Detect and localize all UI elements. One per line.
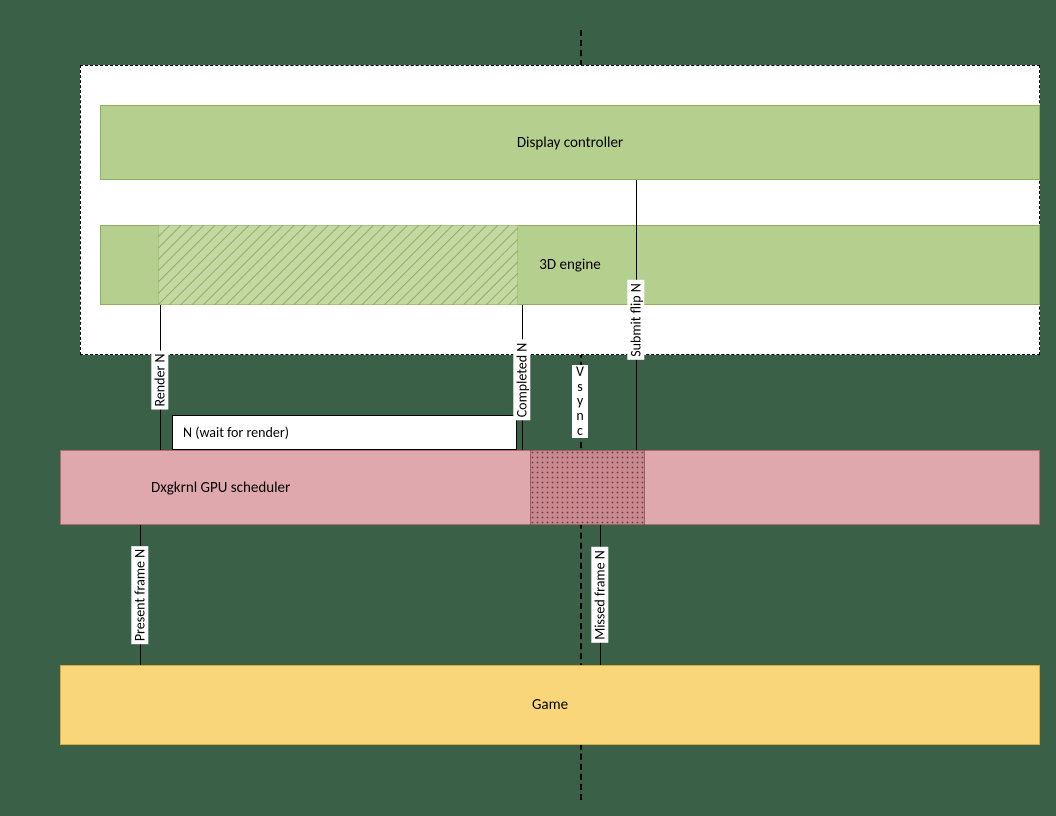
label-scheduler: Dxgkrnl GPU scheduler <box>151 479 290 497</box>
scheduler-dotted-region <box>530 450 645 525</box>
lane-display-controller: Display controller <box>100 105 1040 180</box>
label-present-frame-n: Present frame N <box>131 546 148 644</box>
wait-for-render-box: N (wait for render) <box>172 415 517 450</box>
label-vsync: Vsync <box>572 365 588 438</box>
label-wait-for-render: N (wait for render) <box>183 424 289 441</box>
hatched-render-region <box>158 225 518 305</box>
diagram-canvas: Display controller 3D engine Dxgkrnl GPU… <box>0 0 1056 816</box>
label-submit-flip-n: Submit flip N <box>627 280 644 360</box>
label-game: Game <box>532 696 568 714</box>
label-missed-frame-n: Missed frame N <box>591 547 608 643</box>
label-completed-n: Completed N <box>513 340 530 421</box>
label-display-controller: Display controller <box>517 134 623 152</box>
lane-game: Game <box>60 665 1040 745</box>
label-render-n: Render N <box>151 350 168 409</box>
label-3d-engine: 3D engine <box>539 256 600 274</box>
